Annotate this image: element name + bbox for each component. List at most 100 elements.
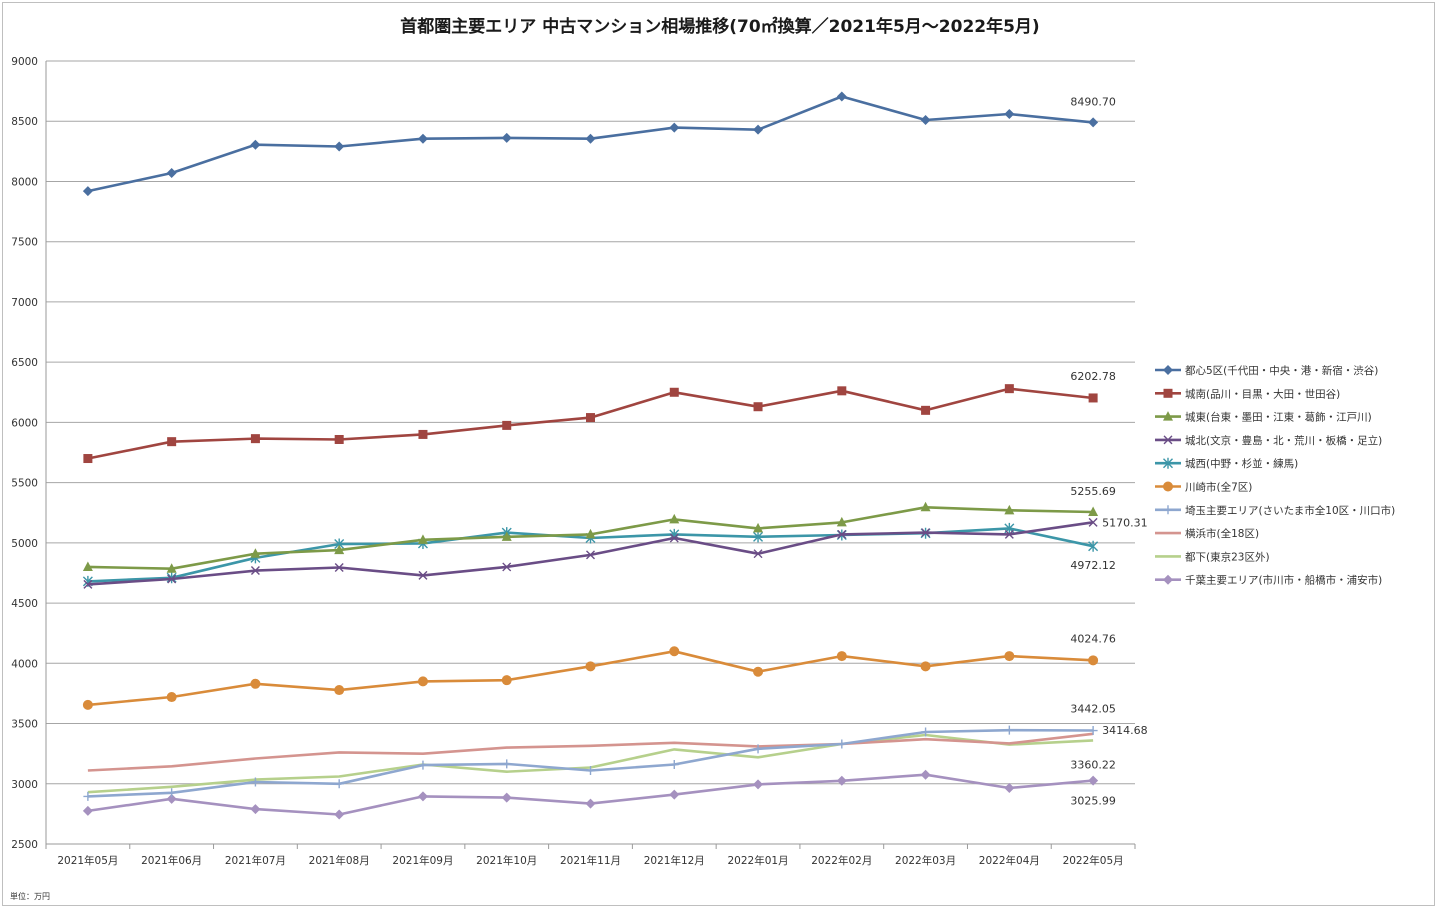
data-point — [83, 791, 93, 801]
series-1 — [82, 91, 1099, 197]
data-point — [753, 402, 763, 412]
data-point — [1088, 393, 1098, 403]
gridlines — [46, 60, 1135, 845]
data-point — [669, 646, 680, 657]
data-point — [418, 570, 428, 580]
legend-marker — [1163, 365, 1173, 375]
data-point — [836, 516, 847, 527]
data-point — [166, 168, 177, 179]
legend-item: 都心5区(千代田・中央・港・新宿・渋谷) — [1155, 364, 1378, 377]
y-tick-label: 3500 — [11, 719, 38, 731]
series-3 — [82, 501, 1099, 573]
legend-item: 埼玉主要エリア(さいたま市全10区・川口市) — [1155, 504, 1395, 517]
data-label: 4024.76 — [1070, 632, 1116, 645]
x-tick-label: 2021年06月 — [141, 854, 202, 867]
series-line — [87, 732, 1094, 772]
data-point — [82, 699, 93, 710]
legend-label: 城西(中野・杉並・練馬) — [1185, 457, 1298, 470]
data-point — [753, 744, 763, 754]
data-point — [920, 115, 931, 126]
data-point — [250, 804, 261, 815]
data-point — [502, 759, 512, 769]
data-point — [669, 789, 680, 800]
data-point — [417, 133, 428, 144]
legend-item: 城東(台東・墨田・江東・葛飾・江戸川) — [1155, 411, 1372, 424]
y-tick-label: 8500 — [11, 116, 38, 128]
legend-label: 千葉主要エリア(市川市・船橋市・浦安市) — [1185, 574, 1382, 587]
data-point — [417, 534, 428, 544]
legend-item: 城北(文京・豊島・北・荒川・板橋・足立) — [1155, 434, 1382, 447]
data-point — [1088, 117, 1099, 128]
data-point — [250, 434, 260, 444]
data-label: 3414.68 — [1102, 724, 1148, 737]
data-point — [83, 454, 93, 464]
data-point — [1004, 651, 1015, 662]
data-label: 4972.12 — [1070, 559, 1116, 572]
y-tick-label: 4000 — [11, 658, 38, 670]
data-point — [250, 777, 260, 787]
x-tick-label: 2021年09月 — [392, 854, 453, 867]
data-point — [753, 124, 764, 135]
data-point — [1088, 775, 1099, 786]
data-point — [334, 544, 345, 555]
data-point — [920, 769, 931, 780]
data-point — [501, 792, 512, 803]
data-point — [1088, 540, 1099, 552]
data-point — [334, 141, 345, 152]
y-tick-label: 9000 — [11, 56, 38, 68]
legend-item: 千葉主要エリア(市川市・船橋市・浦安市) — [1155, 574, 1382, 587]
y-tick-label: 5000 — [11, 538, 38, 550]
data-label: 3360.22 — [1070, 758, 1116, 771]
data-point — [586, 766, 595, 776]
data-point — [417, 676, 428, 687]
x-tick-label: 2021年11月 — [560, 854, 621, 867]
data-point — [334, 685, 345, 696]
data-point — [837, 529, 847, 539]
data-point — [82, 186, 93, 197]
legend-label: 城東(台東・墨田・江東・葛飾・江戸川) — [1185, 411, 1372, 424]
y-tick-label: 4500 — [11, 598, 38, 610]
unit-note: 単位：万円 — [10, 891, 50, 901]
data-point — [1088, 517, 1098, 527]
data-point — [501, 132, 512, 143]
data-point — [753, 779, 764, 790]
data-point — [837, 386, 847, 396]
y-tick-label: 3000 — [11, 779, 38, 791]
data-point — [166, 692, 177, 703]
data-point — [418, 760, 428, 770]
data-point — [669, 759, 679, 769]
y-tick-label: 2500 — [11, 839, 38, 851]
data-point — [921, 528, 931, 538]
data-point — [753, 531, 764, 543]
legend-marker — [1163, 505, 1173, 515]
x-tick-label: 2022年05月 — [1063, 854, 1124, 867]
y-tick-label: 6000 — [11, 417, 38, 429]
data-point — [669, 513, 680, 524]
x-tick-label: 2022年01月 — [727, 854, 788, 867]
chart-title: 首都圏主要エリア 中古マンション相場推移(70㎡換算／2021年5月～2022年… — [400, 16, 1039, 37]
data-label: 8490.70 — [1070, 95, 1116, 108]
legend-marker — [1163, 435, 1173, 445]
data-point — [585, 661, 596, 672]
legend-label: 埼玉主要エリア(さいたま市全10区・川口市) — [1185, 504, 1395, 517]
data-label: 6202.78 — [1070, 370, 1116, 383]
data-point — [502, 420, 512, 430]
data-point — [920, 661, 931, 672]
data-point — [82, 561, 93, 571]
data-point — [1088, 726, 1098, 736]
legend-item: 城南(品川・目黒・大田・世田谷) — [1155, 387, 1340, 400]
y-tick-label: 6500 — [11, 357, 38, 369]
series-8 — [87, 732, 1094, 772]
data-point — [334, 434, 344, 444]
data-label: 5255.69 — [1070, 485, 1116, 498]
data-point — [1004, 109, 1015, 120]
legend-item: 横浜市(全18区) — [1155, 527, 1259, 540]
legend-marker — [1163, 388, 1173, 398]
series-2 — [83, 384, 1098, 464]
x-tick-label: 2021年05月 — [57, 854, 118, 867]
data-point — [250, 139, 261, 150]
data-point — [753, 666, 764, 677]
x-tick-label: 2021年08月 — [309, 854, 370, 867]
y-tick-label: 8000 — [11, 176, 38, 188]
